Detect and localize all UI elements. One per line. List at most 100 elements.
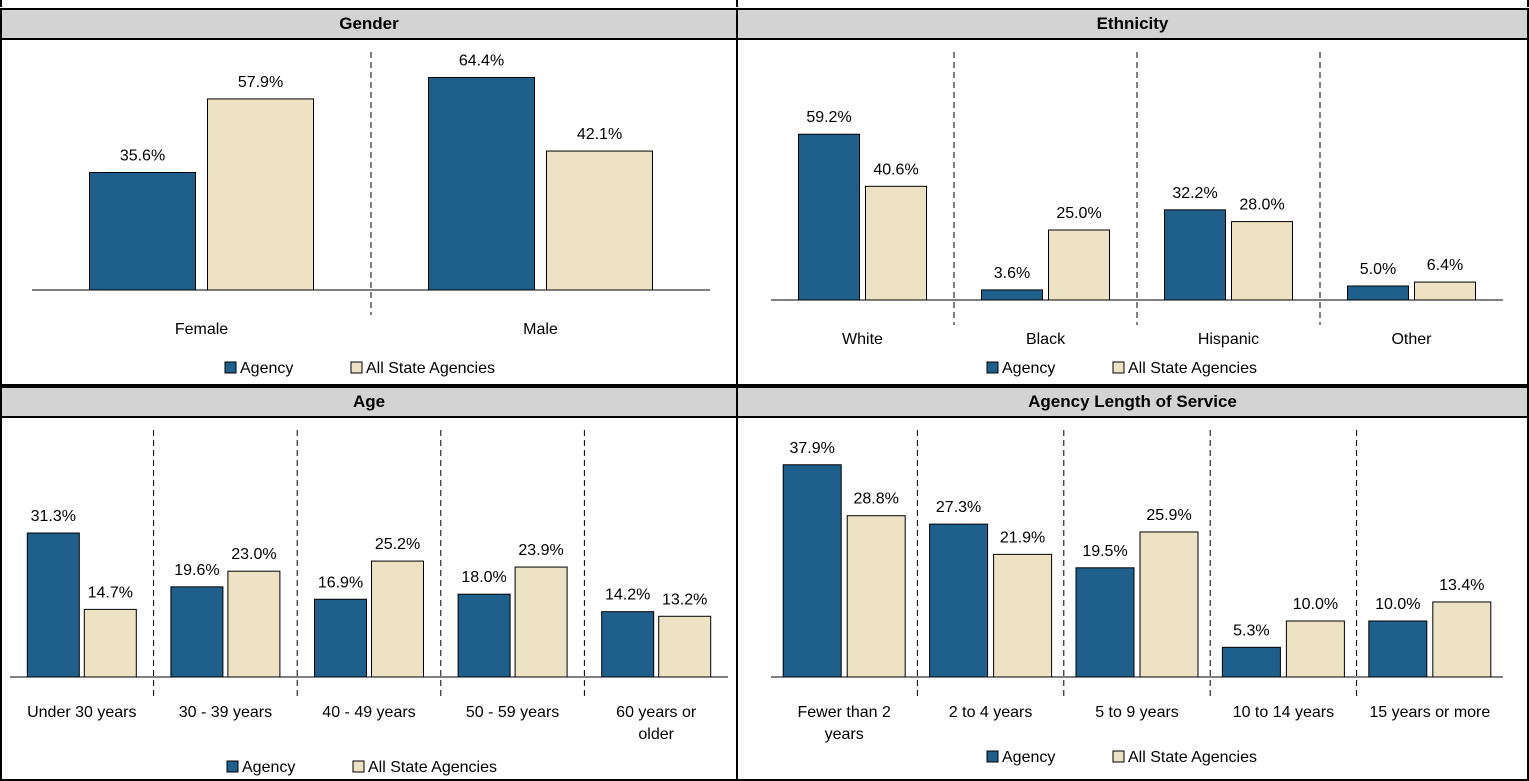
- legend-label: All State Agencies: [1128, 360, 1257, 377]
- legend-swatch-agency: [986, 750, 999, 763]
- legend: Agency All State Agencies: [226, 759, 497, 776]
- bar-agency-15-years-or-more: [1368, 620, 1428, 678]
- data-label: 32.2%: [1172, 185, 1217, 202]
- data-label: 6.4%: [1427, 257, 1463, 274]
- legend: Agency All State Agencies: [986, 749, 1257, 766]
- legend-swatch-agency: [986, 361, 999, 374]
- legend-swatch-state: [1112, 750, 1125, 763]
- top-rule-right: [1527, 0, 1529, 7]
- data-label: 25.0%: [1056, 205, 1101, 222]
- bar-agency-10-to-14-years: [1221, 646, 1281, 678]
- data-label: 14.2%: [605, 587, 650, 604]
- data-label: 18.0%: [461, 569, 506, 586]
- data-label: 31.3%: [31, 508, 76, 525]
- legend-swatch-agency: [224, 361, 237, 374]
- ethnicity-chart: 59.2% 40.6% White 3.6% 25.0% Black 32.2% 28.0% H…: [771, 52, 1503, 377]
- data-label: 27.3%: [936, 499, 981, 516]
- data-label: 13.2%: [662, 591, 707, 608]
- legend-label: Agency: [242, 759, 295, 776]
- age-panel: Age 31.3% 14.7% Under 30 years 19.6% 23.0% 30…: [0, 386, 738, 781]
- bar-agency-male: [428, 76, 535, 291]
- category-label: 10 to 14 years: [1233, 704, 1334, 721]
- legend-label: All State Agencies: [368, 759, 497, 776]
- category-label: years: [825, 726, 864, 743]
- category-label: 5 to 9 years: [1095, 704, 1179, 721]
- data-label: 25.9%: [1146, 507, 1191, 524]
- panel-title: Age: [2, 388, 736, 418]
- category-label: Hispanic: [1198, 331, 1259, 348]
- legend-swatch-state: [350, 361, 363, 374]
- category-label: older: [638, 726, 674, 743]
- data-label: 37.9%: [790, 440, 835, 457]
- bar-agency-40-49-years: [314, 598, 367, 678]
- data-label: 23.9%: [518, 542, 563, 559]
- bar-state-white: [865, 185, 927, 301]
- bar-state-40-49-years: [371, 560, 424, 678]
- category-label: Black: [1026, 331, 1066, 348]
- data-label: 42.1%: [577, 126, 622, 143]
- bar-state-female: [207, 98, 314, 291]
- bar-agency-30-39-years: [170, 586, 224, 678]
- panel-title: Agency Length of Service: [738, 388, 1527, 418]
- data-label: 19.6%: [174, 562, 219, 579]
- category-label: 30 - 39 years: [179, 704, 272, 721]
- legend-label: Agency: [1002, 360, 1055, 377]
- data-label: 35.6%: [120, 148, 165, 165]
- bar-state-15-years-or-more: [1432, 601, 1492, 678]
- bar-agency-white: [798, 133, 860, 301]
- age-chart: 31.3% 14.7% Under 30 years 19.6% 23.0% 30 - 3…: [10, 430, 728, 776]
- bar-state-30-39-years: [227, 570, 281, 678]
- category-label: White: [842, 331, 883, 348]
- category-label: Male: [523, 321, 558, 338]
- bar-state-50-59-years: [514, 566, 568, 678]
- bar-agency-female: [89, 172, 196, 291]
- bar-agency-fewer-than-2-years: [782, 464, 842, 678]
- bar-agency-50-59-years: [457, 593, 511, 678]
- bar-state-male: [546, 150, 653, 291]
- data-label: 13.4%: [1439, 577, 1484, 594]
- bar-state-2-to-4-years: [993, 553, 1053, 678]
- top-rule: [0, 0, 1529, 7]
- legend-swatch-state: [1112, 361, 1125, 374]
- data-label: 23.0%: [231, 546, 276, 563]
- bar-agency-5-to-9-years: [1075, 567, 1135, 678]
- category-label: Fewer than 2: [798, 704, 891, 721]
- bar-agency-black: [981, 289, 1043, 301]
- legend: Agency All State Agencies: [224, 360, 495, 377]
- data-label: 21.9%: [1000, 529, 1045, 546]
- gender-chart: 35.6% 57.9% Female 64.4% 42.1% Male Agency All …: [32, 52, 710, 377]
- category-label: 15 years or more: [1369, 704, 1490, 721]
- category-label: Other: [1391, 331, 1432, 348]
- bar-agency-other: [1347, 285, 1409, 301]
- legend-label: All State Agencies: [1128, 749, 1257, 766]
- data-label: 25.2%: [375, 536, 420, 553]
- top-rule-middle: [736, 0, 738, 7]
- data-label: 3.6%: [994, 265, 1030, 282]
- category-label: 60 years or: [616, 704, 697, 721]
- data-label: 19.5%: [1082, 543, 1127, 560]
- bar-state-5-to-9-years: [1139, 531, 1199, 678]
- bar-state-other: [1414, 281, 1476, 301]
- data-label: 14.7%: [88, 584, 133, 601]
- bar-state-10-to-14-years: [1285, 620, 1345, 678]
- ethnicity-panel: Ethnicity 59.2% 40.6% White 3.6% 25.0% Black 3…: [736, 8, 1529, 386]
- data-label: 64.4%: [459, 52, 504, 69]
- data-label: 28.0%: [1239, 197, 1284, 214]
- category-label: 2 to 4 years: [949, 704, 1033, 721]
- panel-title: Gender: [2, 10, 736, 40]
- data-label: 5.0%: [1360, 261, 1396, 278]
- bar-state-under-30-years: [83, 608, 137, 678]
- legend: Agency All State Agencies: [986, 360, 1257, 377]
- category-label: Female: [175, 321, 228, 338]
- data-label: 59.2%: [806, 109, 851, 126]
- bar-state-60-years-or-older: [658, 615, 712, 678]
- bar-agency-2-to-4-years: [929, 523, 989, 678]
- data-label: 5.3%: [1233, 622, 1269, 639]
- data-label: 16.9%: [318, 574, 363, 591]
- data-label: 40.6%: [873, 161, 918, 178]
- category-label: 40 - 49 years: [322, 704, 415, 721]
- bar-agency-60-years-or-older: [601, 611, 655, 678]
- bar-state-fewer-than-2-years: [846, 515, 906, 678]
- legend-swatch-agency: [226, 760, 239, 773]
- bar-agency-hispanic: [1164, 209, 1226, 301]
